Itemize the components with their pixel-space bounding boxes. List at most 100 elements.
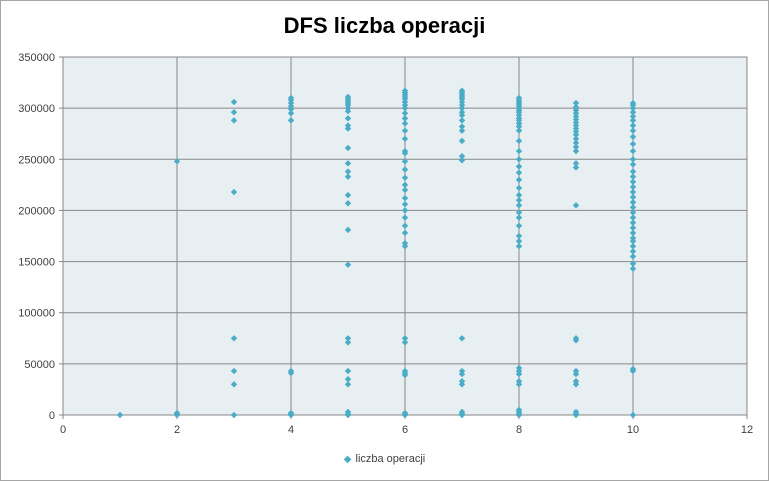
data-point [629,178,637,185]
data-point [458,335,466,342]
data-point [572,202,580,209]
data-point [401,158,409,165]
data-point [401,127,409,134]
data-point [629,411,637,419]
data-point [629,234,637,242]
data-point [344,200,352,207]
data-point [629,147,637,155]
data-point [230,117,238,124]
data-point [629,161,637,168]
data-point [629,156,637,163]
data-point [344,173,352,180]
data-point [629,140,637,148]
x-tick-label: 0 [60,424,66,436]
data-point [458,117,466,124]
data-point [515,209,523,216]
data-point [515,163,523,170]
x-tick-label: 2 [174,424,180,436]
data-point [515,243,523,250]
data-point [515,127,523,134]
data-point [401,222,409,229]
data-point [629,193,637,201]
data-point [572,367,580,375]
data-point [572,378,580,385]
data-point [287,94,295,102]
data-point [401,186,409,194]
data-point [344,122,352,129]
data-point [458,123,466,130]
data-point [344,160,352,167]
data-point [458,109,466,116]
data-point [401,166,409,173]
data-point [629,183,637,191]
data-point [230,367,238,375]
data-point [344,381,352,388]
data-point [401,207,409,214]
data-point [572,408,580,416]
data-point [344,144,352,152]
data-point [629,219,637,226]
data-point [344,261,352,268]
data-point [515,378,523,385]
data-point [401,181,409,189]
data-point [515,232,523,240]
data-point [458,127,466,134]
data-point [344,191,352,199]
data-point [572,164,580,171]
data-point [287,110,295,117]
data-point [629,365,637,373]
data-point [629,109,637,116]
data-point [401,229,409,237]
data-point [629,243,637,250]
data-point [515,94,523,102]
data-point [173,409,181,417]
data-point [344,335,352,342]
x-tick-label: 4 [288,424,294,436]
data-point [458,137,466,145]
data-point [629,204,637,211]
x-tick-label: 10 [627,424,639,436]
data-point [230,411,238,419]
data-point [515,147,523,155]
data-point [629,209,637,216]
data-point [344,226,352,234]
y-tick-label: 150000 [18,257,55,269]
data-point [629,173,637,180]
data-point [572,103,580,111]
y-tick-label: 50000 [24,359,55,371]
data-point [458,157,466,164]
data-point [401,110,409,117]
data-point [572,160,580,167]
legend-label: liczba operacji [355,453,426,465]
data-point [401,135,409,143]
data-point [287,409,295,417]
data-point [344,408,352,416]
data-point [515,156,523,163]
data-point [629,168,637,175]
x-tick-label: 12 [741,424,753,436]
data-point [629,253,637,260]
data-point [230,381,238,388]
data-point [230,109,238,116]
data-point [629,260,637,267]
data-point [230,335,238,342]
data-point [515,191,523,199]
data-point [401,87,409,94]
data-point [515,222,523,229]
data-point [401,201,409,208]
data-point [629,113,637,120]
data-point [287,367,295,375]
data-point [629,224,637,232]
data-point [230,188,238,196]
chart-legend: ◆ liczba operacji [1,453,768,465]
data-point [287,117,295,124]
data-point [344,367,352,375]
data-point [629,117,637,124]
data-point [629,133,637,140]
data-point [629,214,637,221]
data-point [401,239,409,247]
data-point [458,153,466,160]
data-point [344,168,352,175]
data-point [629,188,637,196]
data-point [572,147,580,155]
